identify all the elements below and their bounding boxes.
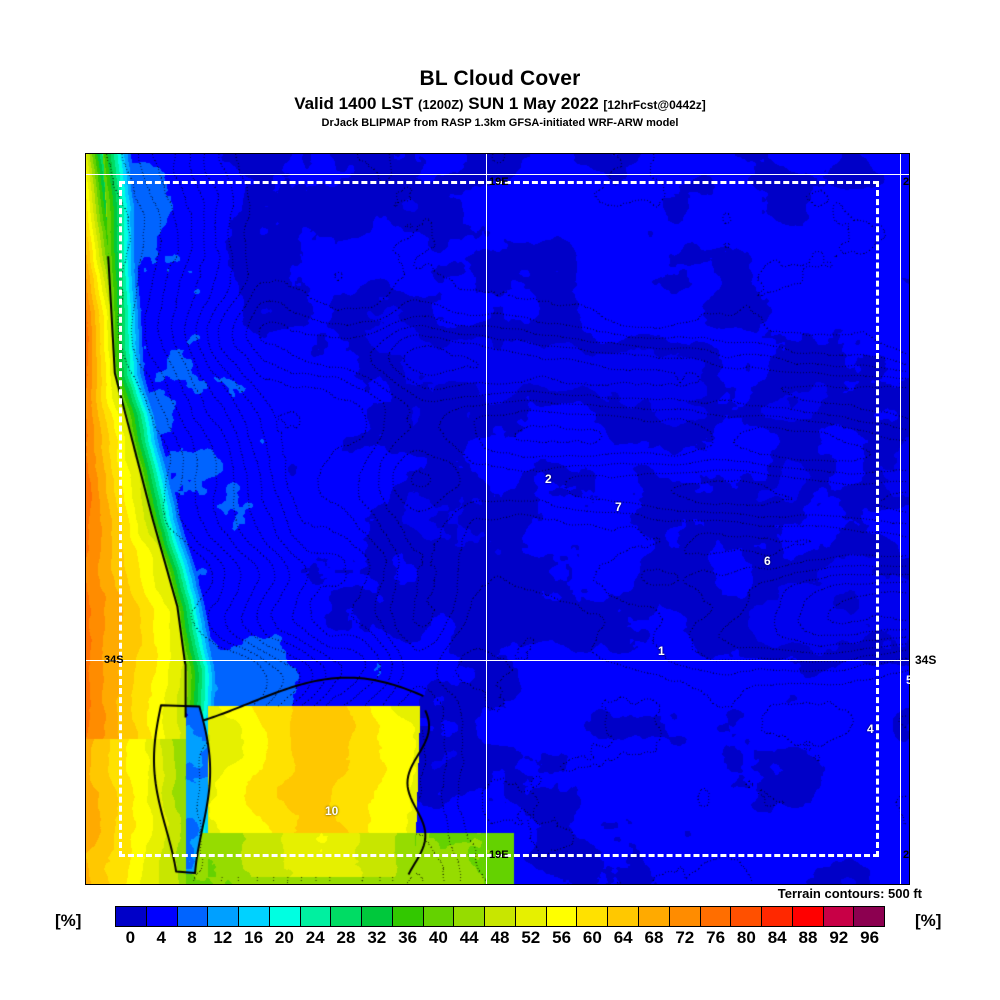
valid-time-line: Valid 1400 LST (1200Z) SUN 1 May 2022 [1… <box>0 95 1000 112</box>
colorbar-tick-84: 84 <box>767 928 787 947</box>
page-title: BL Cloud Cover <box>419 67 581 90</box>
lon-label-0: 19E <box>489 176 509 188</box>
site-marker-4[interactable]: 4 <box>867 722 874 736</box>
colorbar-tick-52: 52 <box>521 928 541 947</box>
cloud-cover-raster <box>86 154 909 884</box>
colorbar-swatch-24 <box>854 907 885 926</box>
lat-label-outside-0: 34S <box>915 653 937 667</box>
colorbar-tick-28: 28 <box>336 928 356 947</box>
title-block: BL Cloud Cover Valid 1400 LST (1200Z) SU… <box>0 0 1000 129</box>
colorbar-tick-20: 20 <box>274 928 294 947</box>
gridline-lon-20e <box>900 154 901 884</box>
valid-date: SUN 1 May 2022 <box>468 94 599 113</box>
lat-label-inside-0: 34S <box>104 654 124 666</box>
colorbar-swatch-1 <box>146 907 178 926</box>
valid-time-utc: (1200Z) <box>417 97 464 112</box>
forecast-map[interactable]: 19E20E19E20E 34S 27681410 <box>85 153 910 885</box>
colorbar-swatch-0 <box>116 907 147 926</box>
colorbar-swatch-2 <box>177 907 209 926</box>
forecast-domain-box <box>119 181 879 857</box>
colorbar-tick-92: 92 <box>829 928 849 947</box>
colorbar-tick-80: 80 <box>736 928 756 947</box>
colorbar-tick-68: 68 <box>644 928 664 947</box>
colorbar-tick-60: 60 <box>582 928 602 947</box>
colorbar-tick-96: 96 <box>860 928 880 947</box>
lon-label-3: 20E <box>903 849 910 861</box>
colorbar-swatch-10 <box>423 907 455 926</box>
colorbar-swatch-16 <box>608 907 640 926</box>
colorbar-tick-labels: 0 4 8 12 16 20 24 28 32 36 40 44 48 52 56 60 64 68 72 76 80 8… <box>115 928 885 950</box>
colorbar-tick-12: 12 <box>213 928 233 947</box>
colorbar-swatch-19 <box>700 907 732 926</box>
colorbar-tick-88: 88 <box>798 928 818 947</box>
valid-time-prefix: Valid 1400 LST <box>294 94 414 113</box>
colorbar-swatch-5 <box>269 907 301 926</box>
colorbar-tick-32: 32 <box>367 928 387 947</box>
edge-white-label-0: 5 <box>906 673 913 687</box>
colorbar-swatch-14 <box>546 907 578 926</box>
colorbar-tick-72: 72 <box>675 928 695 947</box>
colorbar-tick-48: 48 <box>490 928 510 947</box>
colorbar-swatch-9 <box>392 907 424 926</box>
colorbar-tick-24: 24 <box>305 928 325 947</box>
colorbar-swatch-22 <box>792 907 824 926</box>
colorbar-swatch-21 <box>762 907 793 926</box>
colorbar-swatch-6 <box>300 907 332 926</box>
colorbar-tick-8: 8 <box>187 928 197 947</box>
colorbar-swatch-12 <box>485 907 516 926</box>
colorbar-swatch-15 <box>577 907 609 926</box>
lon-label-1: 20E <box>903 176 910 188</box>
site-marker-7[interactable]: 7 <box>615 500 622 514</box>
colorbar-swatch-8 <box>362 907 393 926</box>
colorbar-swatch-7 <box>331 907 363 926</box>
colorbar-swatch-18 <box>669 907 701 926</box>
site-marker-1[interactable]: 1 <box>658 644 665 658</box>
colorbar-swatch-13 <box>515 907 547 926</box>
colorbar-tick-76: 76 <box>706 928 726 947</box>
colorbar-tick-36: 36 <box>398 928 418 947</box>
model-credit: DrJack BLIPMAP from RASP 1.3km GFSA-init… <box>321 117 679 129</box>
colorbar-tick-4: 4 <box>156 928 166 947</box>
colorbar-swatch-23 <box>823 907 855 926</box>
gridline-map-top <box>86 174 909 175</box>
lon-label-2: 19E <box>489 849 509 861</box>
gridline-lon-19e <box>486 154 487 884</box>
site-marker-10[interactable]: 10 <box>325 804 339 818</box>
gridline-lat-34s <box>86 660 909 661</box>
colorbar-tick-56: 56 <box>552 928 572 947</box>
terrain-contour-note: Terrain contours: 500 ft <box>777 886 922 901</box>
unit-label-right: [%] <box>915 911 942 930</box>
site-marker-6[interactable]: 6 <box>764 554 771 568</box>
colorbar-swatch-11 <box>454 907 486 926</box>
colorbar-tick-44: 44 <box>459 928 479 947</box>
site-marker-2[interactable]: 2 <box>545 472 552 486</box>
colorbar-swatch-20 <box>731 907 763 926</box>
colorbar-swatch-17 <box>639 907 670 926</box>
colorbar-tick-16: 16 <box>244 928 264 947</box>
colorbar[interactable] <box>115 906 885 927</box>
colorbar-swatch-4 <box>239 907 270 926</box>
unit-label-left: [%] <box>55 911 82 930</box>
colorbar-swatch-3 <box>208 907 240 926</box>
colorbar-tick-64: 64 <box>613 928 633 947</box>
colorbar-tick-0: 0 <box>125 928 136 947</box>
forecast-tag: [12hrFcst@0442z] <box>603 98 706 112</box>
colorbar-tick-40: 40 <box>428 928 448 947</box>
